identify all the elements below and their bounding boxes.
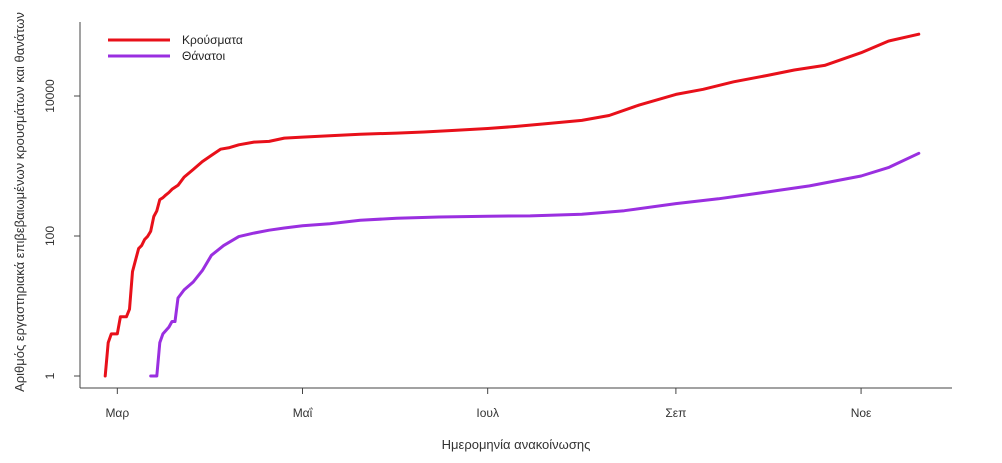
x-tick-label: Μαΐ <box>293 406 314 420</box>
x-axis-title: Ημερομηνία ανακοίνωσης <box>442 437 591 452</box>
x-tick-label: Ιουλ <box>476 406 499 420</box>
y-tick-label: 10000 <box>43 79 57 113</box>
x-tick-label: Νοε <box>851 406 872 420</box>
x-tick-label: Σεπ <box>665 406 686 420</box>
axes <box>79 22 952 389</box>
legend-label: Κρούσματα <box>182 33 243 47</box>
series-line-cases <box>103 32 921 378</box>
legend: Κρούσματα Θάνατοι <box>108 33 243 63</box>
y-tick-label: 100 <box>43 226 57 246</box>
x-tick-label: Μαρ <box>105 406 129 420</box>
x-ticks: Μαρ Μαΐ Ιουλ Σεπ Νοε <box>105 388 872 420</box>
series-line-deaths <box>149 151 921 378</box>
y-tick-label: 1 <box>43 372 57 379</box>
y-ticks: 1 100 10000 <box>43 79 80 379</box>
legend-label: Θάνατοι <box>182 49 225 63</box>
series-layer <box>103 32 921 378</box>
y-axis-title: Αριθμός εργαστηριακά επιβεβαιωμένων κρου… <box>12 12 27 392</box>
